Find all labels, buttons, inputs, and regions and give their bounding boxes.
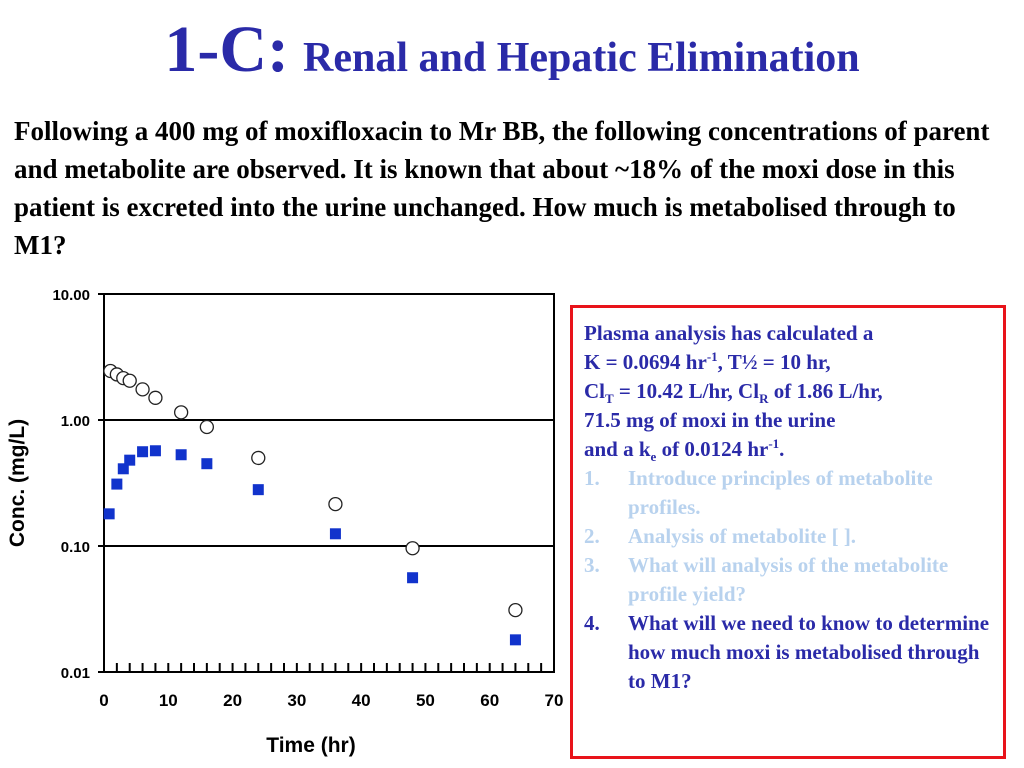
x-tick-label: 30 (287, 691, 306, 710)
title-text: Renal and Hepatic Elimination (303, 35, 860, 81)
metabolite-data-point (252, 484, 264, 496)
ke-subscript: e (650, 449, 657, 465)
metabolite-data-point (175, 449, 187, 461)
x-axis-title: Time (hr) (266, 734, 355, 757)
parent-data-point (148, 390, 163, 405)
parent-data-point (173, 405, 189, 420)
metabolite-data-point (103, 508, 115, 520)
metabolite-data-point (407, 572, 419, 584)
agenda-item-number: 3. (584, 553, 600, 577)
metabolite-data-point (509, 634, 521, 646)
x-tick-label: 10 (159, 691, 178, 710)
metabolite-data-point (111, 478, 123, 490)
ke-label: and a k (584, 437, 651, 461)
x-tick-label: 0 (99, 691, 108, 710)
parent-data-point (199, 419, 215, 435)
parent-data-point (508, 602, 523, 618)
ke-period: . (779, 437, 785, 461)
metabolite-data-point (124, 454, 136, 466)
x-tick-label: 20 (223, 691, 242, 710)
clt-subscript: T (605, 391, 614, 407)
y-tick-label: 10.00 (52, 287, 90, 304)
agenda-item-2: 2. Analysis of metabolite [ ]. (584, 522, 995, 551)
agenda-item-text: What will we need to know to determine h… (628, 611, 990, 693)
slide-title: 1-C: Renal and Hepatic Elimination (0, 12, 1024, 88)
parent-data-point (251, 450, 266, 466)
agenda-item-3: 3. What will analysis of the metabolite p… (584, 551, 995, 609)
y-tick-label: 0.01 (61, 665, 90, 682)
metabolite-data-point (329, 528, 341, 540)
x-tick-label: 60 (480, 691, 499, 710)
agenda-item-number: 1. (584, 466, 600, 490)
plot-frame (103, 293, 555, 673)
agenda-item-1: 1. Introduce principles of metabolite pro… (584, 464, 995, 522)
info-line-3: ClT = 10.42 L/hr, ClR of 1.86 L/hr, (584, 377, 995, 406)
question-text: Following a 400 mg of moxifloxacin to Mr… (14, 116, 990, 260)
agenda-item-text: Introduce principles of metabolite profi… (628, 466, 933, 519)
ke-unit-exponent: -1 (768, 436, 780, 451)
info-line-2: K = 0.0694 hr-1, T½ = 10 hr, (584, 348, 995, 377)
title-number: 1-C: (164, 13, 290, 86)
k-unit-exponent: -1 (706, 349, 718, 364)
agenda-list: 1. Introduce principles of metabolite pro… (584, 464, 995, 696)
concentration-time-chart: 10.00 1.00 0.10 0.01 0 10 20 30 40 50 60 70 Time (hr… (6, 287, 564, 757)
info-line-4: 71.5 mg of moxi in the urine (584, 408, 836, 432)
info-box: Plasma analysis has calculated a K = 0.0… (570, 305, 1006, 759)
clt-value: = 10.42 L/hr, Cl (613, 379, 760, 403)
ke-value: of 0.0124 hr (656, 437, 769, 461)
clr-value: of 1.86 L/hr, (768, 379, 883, 403)
x-tick-label: 40 (352, 691, 371, 710)
x-tick-label: 50 (416, 691, 435, 710)
agenda-item-4: 4. What will we need to know to determine… (584, 609, 995, 696)
metabolite-data-point (201, 458, 213, 470)
info-line-5: and a ke of 0.0124 hr-1. (584, 435, 995, 464)
agenda-item-text: Analysis of metabolite [ ]. (628, 524, 857, 548)
metabolite-data-point (149, 445, 161, 457)
parent-data-point (122, 373, 137, 388)
info-line-1: Plasma analysis has calculated a (584, 321, 874, 345)
k-value: K = 0.0694 hr (584, 350, 707, 374)
half-life: , T½ = 10 hr, (717, 350, 831, 374)
parent-data-point (328, 496, 343, 512)
x-tick-label: 70 (545, 691, 564, 710)
y-tick-label: 0.10 (61, 539, 90, 556)
parent-data-point (405, 541, 420, 556)
y-tick-label: 1.00 (61, 413, 90, 430)
metabolite-data-point (137, 446, 149, 458)
clr-subscript: R (759, 391, 769, 407)
agenda-item-text: What will analysis of the metabolite pro… (628, 553, 949, 606)
parent-data-point (135, 382, 150, 397)
agenda-item-number: 4. (584, 611, 600, 635)
clt-label: Cl (584, 379, 605, 403)
metabolite-data-point (117, 463, 129, 475)
y-axis-title: Conc. (mg/L) (6, 419, 29, 547)
agenda-item-number: 2. (584, 524, 600, 548)
